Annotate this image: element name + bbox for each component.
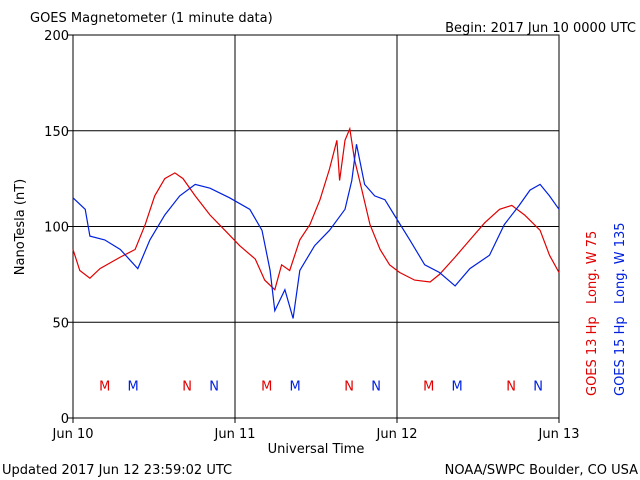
annotation: M [423, 379, 434, 394]
y-tick-label: 50 [52, 316, 69, 331]
y-axis-label: NanoTesla (nT) [13, 179, 28, 275]
updated-label: Updated 2017 Jun 12 23:59:02 UTC [2, 463, 232, 478]
annotation: M [261, 379, 272, 394]
credit-label: NOAA/SWPC Boulder, CO USA [445, 463, 638, 478]
annotation: N [344, 379, 354, 394]
y-tick-label: 150 [44, 125, 69, 140]
x-axis-label: Universal Time [268, 442, 365, 457]
y-tick-label: 0 [61, 412, 69, 427]
y-tick-label: 100 [44, 221, 69, 236]
x-tick-label: Jun 11 [214, 427, 256, 442]
annotation: M [289, 379, 300, 394]
x-tick-label: Jun 13 [538, 427, 580, 442]
annotation: N [506, 379, 516, 394]
series-line [72, 144, 560, 319]
legend-label: GOES 15 Hp Long. W 135 [613, 222, 628, 396]
series-line [72, 126, 560, 291]
y-tick-label: 200 [44, 29, 69, 44]
annotation: M [99, 379, 110, 394]
x-tick-label: Jun 10 [52, 427, 94, 442]
plot-frame [72, 34, 560, 419]
annotation: N [533, 379, 543, 394]
annotation: N [182, 379, 192, 394]
legend-label: GOES 13 Hp Long. W 75 [585, 231, 600, 396]
begin-label: Begin: 2017 Jun 10 0000 UTC [445, 21, 636, 36]
annotation: N [371, 379, 381, 394]
annotation: N [209, 379, 219, 394]
x-tick-label: Jun 12 [376, 427, 418, 442]
annotation: M [127, 379, 138, 394]
annotation: M [451, 379, 462, 394]
chart-title: GOES Magnetometer (1 minute data) [30, 11, 273, 26]
